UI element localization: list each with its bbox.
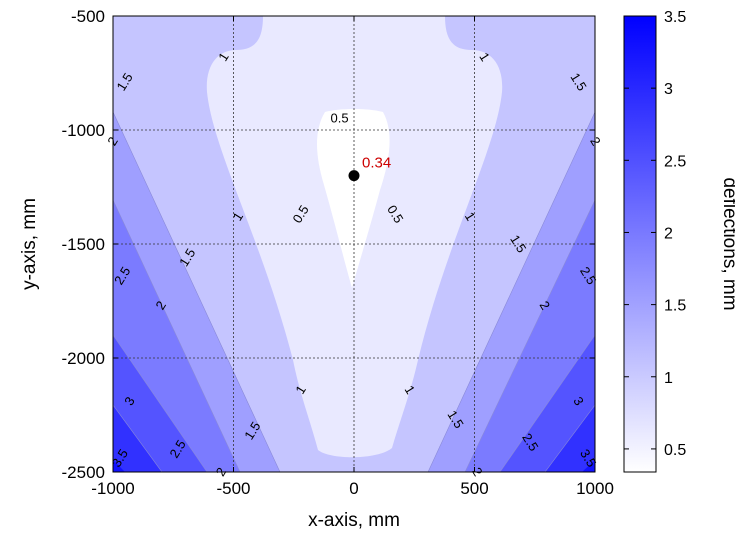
colorbar-label: deflections, mm bbox=[719, 177, 735, 310]
x-axis-label: x-axis, mm bbox=[308, 510, 400, 531]
y-tick-label: -500 bbox=[71, 7, 105, 26]
contour-label: 0.5 bbox=[331, 111, 349, 126]
minimum-marker bbox=[348, 170, 360, 182]
colorbar-tick-label: 2 bbox=[664, 225, 673, 242]
y-tick-label: -2500 bbox=[62, 463, 105, 482]
minimum-point: 0.34 bbox=[348, 155, 391, 182]
x-axis-ticks: -1000 -500 0 500 1000 bbox=[91, 16, 614, 498]
colorbar: 3.5 3 2.5 2 1.5 1 0.5 deflections, mm bbox=[623, 9, 735, 473]
y-tick-label: -2000 bbox=[62, 349, 105, 368]
colorbar-tick-label: 1.5 bbox=[664, 298, 686, 315]
colorbar-tick-label: 1 bbox=[664, 370, 673, 387]
x-tick-label: 500 bbox=[460, 479, 488, 498]
x-tick-label: 0 bbox=[349, 479, 358, 498]
minimum-value-label: 0.34 bbox=[362, 155, 391, 172]
x-tick-label: 1000 bbox=[576, 479, 614, 498]
y-tick-label: -1000 bbox=[62, 121, 105, 140]
colorbar-tick-label: 3.5 bbox=[664, 9, 686, 26]
colorbar-tick-label: 2.5 bbox=[664, 153, 686, 170]
colorbar-tick-label: 3 bbox=[664, 81, 673, 98]
plot-area bbox=[113, 16, 595, 472]
colorbar-ticks: 3.5 3 2.5 2 1.5 1 0.5 bbox=[624, 9, 686, 459]
x-tick-label: -1000 bbox=[91, 479, 134, 498]
y-axis-label: y-axis, mm bbox=[19, 198, 40, 290]
colorbar-tick-label: 0.5 bbox=[664, 442, 686, 459]
colorbar-gradient bbox=[623, 15, 657, 473]
grid bbox=[113, 16, 595, 472]
band-min bbox=[317, 109, 390, 288]
y-tick-label: -1500 bbox=[62, 235, 105, 254]
contour-lines bbox=[113, 111, 595, 472]
x-tick-label: -500 bbox=[216, 479, 250, 498]
y-axis-ticks: -500 -1000 -1500 -2000 -2500 bbox=[62, 7, 595, 482]
